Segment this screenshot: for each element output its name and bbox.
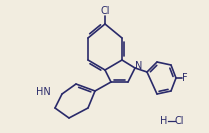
Text: Cl: Cl xyxy=(100,6,110,16)
Text: H: H xyxy=(160,116,168,126)
Text: N: N xyxy=(135,61,143,71)
Text: F: F xyxy=(182,73,188,83)
Text: Cl: Cl xyxy=(174,116,184,126)
Text: HN: HN xyxy=(36,87,50,97)
